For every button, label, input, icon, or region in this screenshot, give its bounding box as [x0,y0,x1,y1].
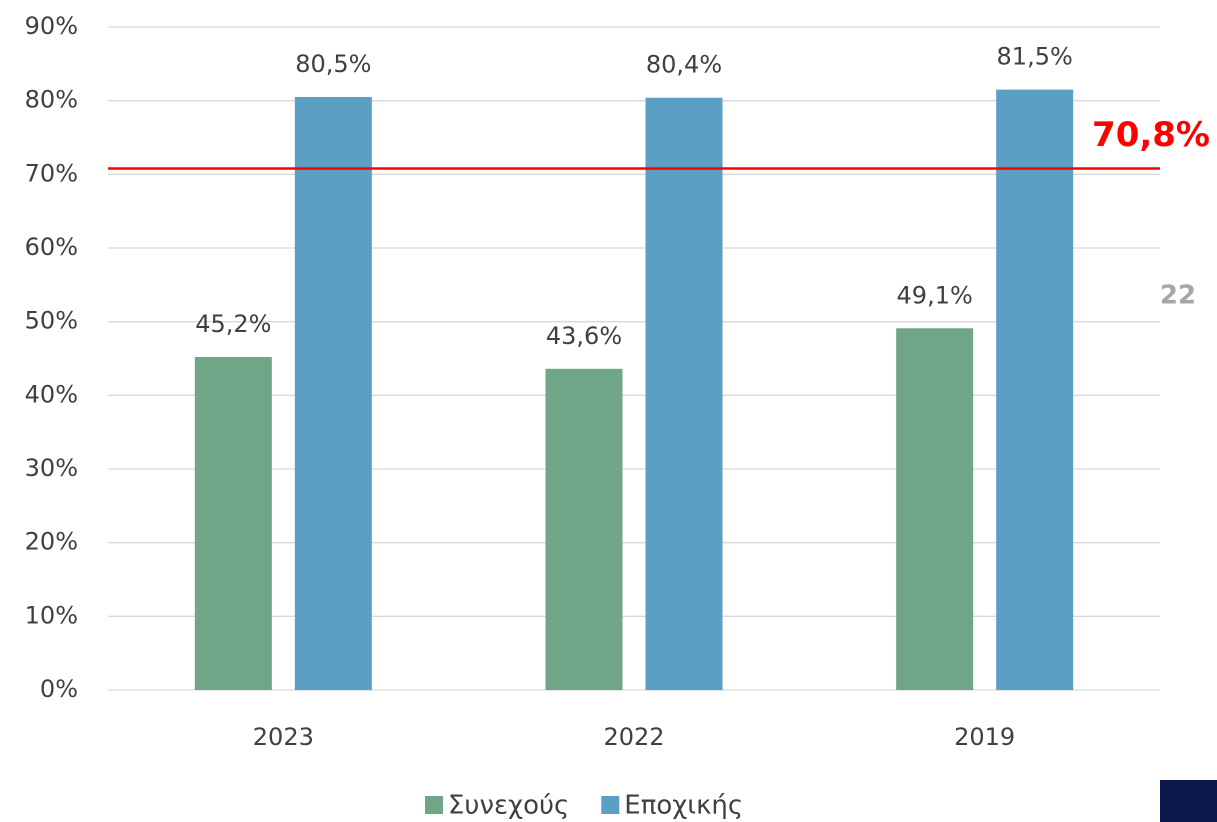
legend-swatch [425,796,443,814]
y-tick-label: 40% [25,380,78,408]
y-tick-label: 10% [25,601,78,629]
y-tick-label: 60% [25,233,78,261]
annotation: 22 [1160,281,1196,311]
bar [294,96,372,690]
bar [896,328,974,690]
y-tick-label: 90% [25,12,78,40]
corner-logo [1160,780,1217,822]
bar [996,89,1074,690]
data-label: 80,5% [295,50,371,78]
y-tick-label: 20% [25,528,78,556]
y-tick-label: 50% [25,307,78,335]
data-label: 49,1% [897,281,973,309]
bar [645,97,723,691]
x-tick-label: 2019 [954,723,1015,751]
data-label: 45,2% [195,310,271,338]
reference-label: 70,8% [1092,115,1210,155]
x-tick-label: 2022 [603,723,664,751]
y-tick-label: 80% [25,86,78,114]
legend-label: Εποχικής [624,791,743,821]
bar [194,357,272,690]
legend-swatch [601,796,620,814]
data-label: 81,5% [997,43,1073,71]
legend-label: Συνεχούς [448,791,569,821]
y-tick-label: 0% [40,675,78,703]
bar [545,368,623,690]
data-label: 43,6% [546,322,622,350]
y-tick-label: 30% [25,454,78,482]
data-label: 80,4% [646,51,722,79]
y-tick-label: 70% [25,159,78,187]
x-tick-label: 2023 [253,723,314,751]
